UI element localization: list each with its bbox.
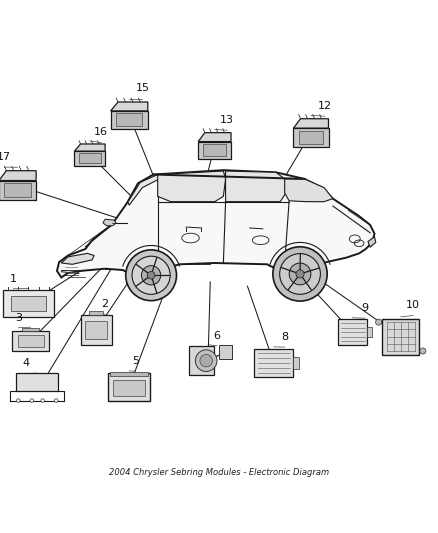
Bar (18, 335, 44, 347)
Bar (89, 311, 103, 315)
Bar (293, 357, 299, 368)
Circle shape (141, 265, 161, 285)
Circle shape (147, 271, 155, 279)
Bar (219, 345, 232, 359)
Text: 10: 10 (406, 300, 420, 310)
Bar (110, 372, 148, 376)
Polygon shape (368, 237, 376, 247)
Polygon shape (226, 171, 289, 201)
Polygon shape (61, 253, 94, 264)
Polygon shape (285, 179, 333, 201)
Bar (12, 332, 49, 351)
Text: 2004 Chrysler Sebring Modules - Electronic Diagram: 2004 Chrysler Sebring Modules - Electron… (109, 468, 329, 477)
Circle shape (273, 247, 327, 301)
Circle shape (279, 254, 321, 294)
Bar (116, 114, 142, 126)
Text: 5: 5 (132, 356, 139, 366)
Polygon shape (110, 111, 148, 129)
Circle shape (30, 399, 34, 402)
Text: 13: 13 (220, 115, 234, 125)
Circle shape (132, 256, 170, 294)
Polygon shape (293, 128, 328, 147)
Circle shape (376, 319, 382, 325)
Polygon shape (198, 133, 231, 142)
Circle shape (289, 263, 311, 285)
Polygon shape (110, 102, 148, 111)
Text: 8: 8 (281, 332, 288, 342)
Polygon shape (0, 181, 36, 200)
Text: 12: 12 (318, 101, 332, 111)
Text: 16: 16 (94, 127, 108, 138)
Bar (3, 290, 53, 317)
Polygon shape (74, 144, 105, 151)
Bar (85, 321, 107, 339)
Bar (79, 153, 100, 163)
Bar (81, 315, 112, 345)
Bar (338, 319, 367, 345)
Text: 15: 15 (135, 84, 149, 93)
Polygon shape (293, 119, 328, 128)
Text: 3: 3 (15, 312, 22, 322)
Circle shape (296, 270, 304, 278)
Circle shape (41, 399, 44, 402)
Polygon shape (103, 219, 116, 226)
Bar (382, 319, 419, 354)
Polygon shape (128, 171, 223, 205)
Bar (22, 328, 39, 332)
Polygon shape (158, 171, 226, 201)
Bar (113, 381, 145, 396)
Circle shape (195, 350, 217, 372)
Bar (254, 349, 293, 377)
Bar (17, 373, 58, 391)
Polygon shape (0, 171, 36, 181)
Bar (4, 183, 31, 197)
Text: 9: 9 (361, 303, 368, 313)
Text: 6: 6 (213, 330, 220, 341)
Polygon shape (198, 142, 231, 159)
Text: 2: 2 (102, 299, 109, 309)
Circle shape (200, 354, 212, 367)
Bar (367, 327, 372, 337)
Polygon shape (74, 151, 105, 166)
Text: 4: 4 (23, 358, 30, 368)
Text: 17: 17 (0, 152, 11, 162)
Bar (11, 296, 46, 311)
Bar (203, 144, 226, 157)
Polygon shape (57, 170, 374, 278)
Circle shape (54, 399, 58, 402)
Circle shape (17, 399, 20, 402)
Text: 1: 1 (10, 273, 17, 284)
Bar (109, 373, 150, 401)
Bar (189, 346, 214, 375)
Circle shape (126, 250, 177, 301)
Circle shape (420, 348, 426, 354)
Bar (299, 131, 323, 144)
